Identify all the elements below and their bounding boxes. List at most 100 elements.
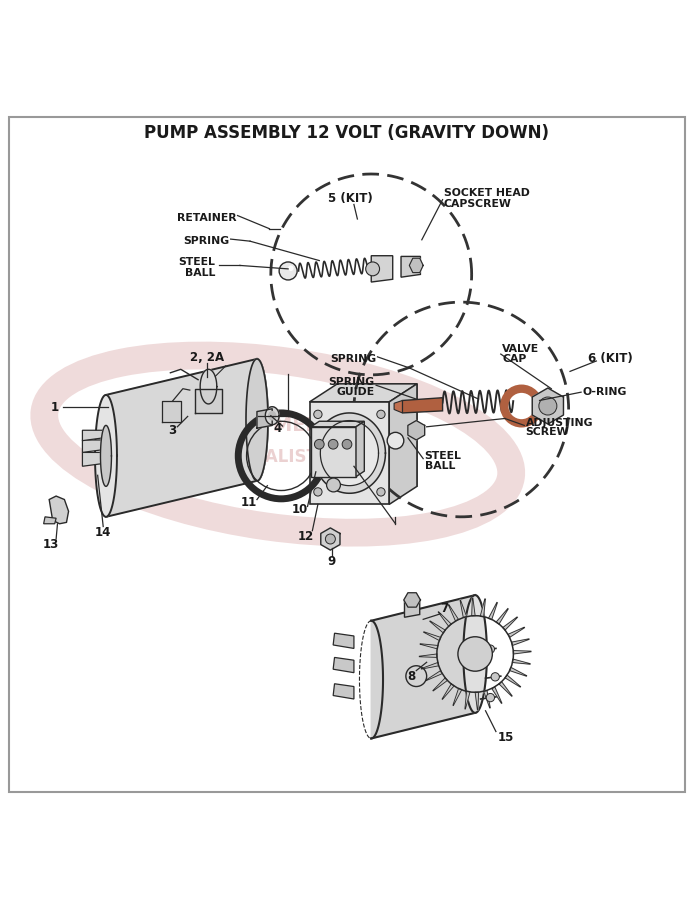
Polygon shape xyxy=(472,598,475,616)
Text: 3: 3 xyxy=(169,424,176,436)
Polygon shape xyxy=(484,690,490,708)
Circle shape xyxy=(325,534,335,544)
Circle shape xyxy=(486,694,495,702)
Text: 13: 13 xyxy=(42,538,59,551)
Polygon shape xyxy=(269,412,276,420)
Polygon shape xyxy=(512,659,530,664)
Text: BALL: BALL xyxy=(185,268,215,278)
Text: 10: 10 xyxy=(291,504,308,516)
Polygon shape xyxy=(311,421,364,427)
Polygon shape xyxy=(502,617,518,630)
Circle shape xyxy=(486,645,495,654)
Polygon shape xyxy=(314,413,385,494)
Text: SPECIALISTS: SPECIALISTS xyxy=(212,447,330,465)
Polygon shape xyxy=(200,369,217,404)
Text: SPRING: SPRING xyxy=(328,377,375,387)
Polygon shape xyxy=(409,258,423,273)
Circle shape xyxy=(539,397,557,415)
Polygon shape xyxy=(310,402,389,504)
Polygon shape xyxy=(460,600,466,617)
Text: EQUIPMENT: EQUIPMENT xyxy=(206,415,335,435)
Text: 6 (KIT): 6 (KIT) xyxy=(588,353,632,365)
Polygon shape xyxy=(430,621,446,633)
Text: BALL: BALL xyxy=(425,461,455,471)
Text: GUIDE: GUIDE xyxy=(337,387,375,397)
Polygon shape xyxy=(356,421,364,476)
Polygon shape xyxy=(337,384,417,486)
Polygon shape xyxy=(408,421,425,440)
Text: 1: 1 xyxy=(51,401,59,414)
Circle shape xyxy=(314,488,322,496)
Text: 8: 8 xyxy=(407,670,416,683)
Polygon shape xyxy=(265,406,279,425)
Text: CAP: CAP xyxy=(502,354,527,364)
Polygon shape xyxy=(101,425,112,486)
Text: CAPSCREW: CAPSCREW xyxy=(444,199,512,209)
Polygon shape xyxy=(162,401,180,422)
Circle shape xyxy=(387,433,404,449)
Circle shape xyxy=(279,262,297,280)
Polygon shape xyxy=(49,496,69,524)
Text: 2, 2A: 2, 2A xyxy=(190,351,224,364)
Text: 12: 12 xyxy=(297,530,314,543)
Text: SPRING: SPRING xyxy=(183,236,229,246)
Text: O-RING: O-RING xyxy=(582,387,627,397)
Polygon shape xyxy=(44,517,56,524)
Polygon shape xyxy=(333,657,354,673)
Polygon shape xyxy=(371,255,393,282)
Polygon shape xyxy=(442,684,454,699)
Polygon shape xyxy=(83,430,103,441)
Polygon shape xyxy=(508,627,525,637)
Text: 14: 14 xyxy=(95,525,112,538)
Text: SOCKET HEAD: SOCKET HEAD xyxy=(444,187,530,197)
Text: 4: 4 xyxy=(273,422,282,435)
Polygon shape xyxy=(453,688,462,705)
Polygon shape xyxy=(401,256,421,277)
Polygon shape xyxy=(499,682,512,696)
Polygon shape xyxy=(425,671,442,681)
Polygon shape xyxy=(333,634,354,648)
Circle shape xyxy=(288,265,294,271)
Polygon shape xyxy=(475,692,479,710)
Polygon shape xyxy=(505,675,520,687)
Polygon shape xyxy=(464,595,487,713)
Polygon shape xyxy=(438,612,451,626)
Text: SCREW: SCREW xyxy=(525,427,569,437)
Polygon shape xyxy=(246,359,268,481)
Polygon shape xyxy=(389,384,417,504)
Polygon shape xyxy=(106,359,257,517)
Polygon shape xyxy=(509,667,527,676)
Text: 15: 15 xyxy=(498,731,514,744)
Text: SPRING: SPRING xyxy=(330,354,376,364)
Polygon shape xyxy=(194,389,222,413)
Circle shape xyxy=(314,439,324,449)
Polygon shape xyxy=(405,600,420,617)
Polygon shape xyxy=(310,384,417,402)
Circle shape xyxy=(328,439,338,449)
Polygon shape xyxy=(433,678,448,691)
Polygon shape xyxy=(421,663,439,669)
Circle shape xyxy=(342,439,352,449)
Polygon shape xyxy=(371,595,475,738)
Text: 5 (KIT): 5 (KIT) xyxy=(328,192,373,205)
Text: VALVE: VALVE xyxy=(502,345,539,355)
Circle shape xyxy=(377,410,385,418)
Polygon shape xyxy=(423,632,441,641)
Polygon shape xyxy=(321,528,340,550)
Circle shape xyxy=(377,488,385,496)
Polygon shape xyxy=(95,395,117,517)
Polygon shape xyxy=(480,599,485,616)
Polygon shape xyxy=(311,427,356,476)
Circle shape xyxy=(327,478,341,492)
Polygon shape xyxy=(83,453,103,466)
Circle shape xyxy=(491,673,500,681)
Polygon shape xyxy=(448,604,459,621)
Polygon shape xyxy=(321,421,378,485)
Circle shape xyxy=(366,262,380,275)
Polygon shape xyxy=(489,603,498,620)
Polygon shape xyxy=(419,654,437,657)
Polygon shape xyxy=(465,691,470,709)
Text: 11: 11 xyxy=(241,496,257,509)
Text: PUMP ASSEMBLY 12 VOLT (GRAVITY DOWN): PUMP ASSEMBLY 12 VOLT (GRAVITY DOWN) xyxy=(144,125,550,142)
Polygon shape xyxy=(333,684,354,699)
